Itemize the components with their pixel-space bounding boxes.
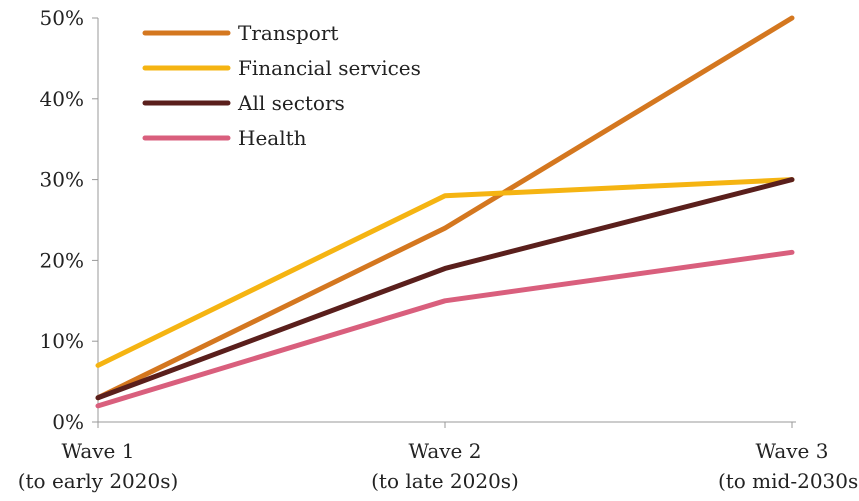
x-tick-label: Wave 3 bbox=[756, 439, 829, 463]
legend: Transport Financial services All sectors He… bbox=[142, 21, 421, 150]
legend-label: Financial services bbox=[238, 56, 421, 80]
y-tick-label: 20% bbox=[40, 248, 84, 272]
series-line-financial-services bbox=[95, 177, 795, 368]
x-tick-label: (to mid-2030s) bbox=[718, 469, 859, 493]
x-tick-label: Wave 1 bbox=[62, 439, 135, 463]
x-tick-label: (to early 2020s) bbox=[18, 469, 179, 493]
axes: 0% 10% 20% 30% 40% 50% Wave 1 (to early 2020s) W… bbox=[18, 6, 859, 493]
series-line-health bbox=[95, 249, 795, 409]
x-tick-label: (to late 2020s) bbox=[371, 469, 519, 493]
y-tick-label: 30% bbox=[40, 168, 84, 192]
series-lines bbox=[95, 15, 795, 409]
y-tick-label: 50% bbox=[40, 6, 84, 30]
legend-label: Health bbox=[238, 126, 307, 150]
y-tick-label: 40% bbox=[40, 87, 84, 111]
y-tick-label: 0% bbox=[52, 410, 84, 434]
series-line-transport bbox=[95, 15, 795, 401]
y-tick-label: 10% bbox=[40, 329, 84, 353]
x-tick-label: Wave 2 bbox=[409, 439, 482, 463]
legend-label: All sectors bbox=[237, 91, 345, 115]
legend-label: Transport bbox=[238, 21, 338, 45]
series-line-all-sectors bbox=[95, 177, 795, 401]
